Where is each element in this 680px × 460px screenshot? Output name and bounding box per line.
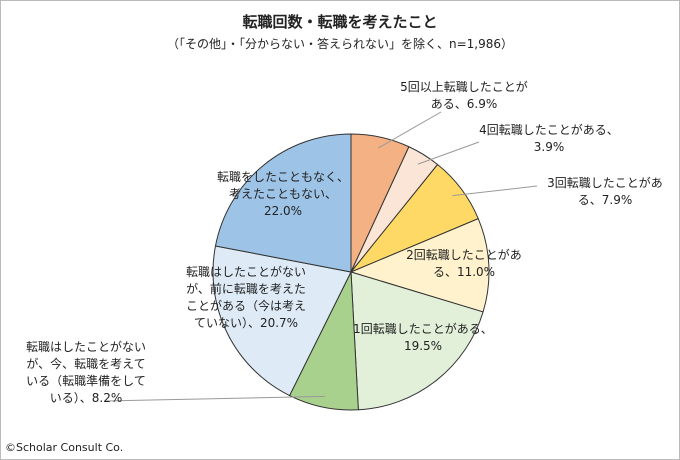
pie-slice — [214, 133, 352, 273]
leader-line — [452, 185, 538, 197]
slice-label: 4回転職したことがある、3.9% — [479, 123, 619, 154]
chart-title: 転職回数・転職を考えたこと — [242, 13, 438, 31]
leader-line — [417, 141, 480, 165]
slice-label: 3回転職したことがある、7.9% — [547, 176, 663, 207]
chart-subtitle: （「その他」・「分からない・答えられない」を除く、n=1,986） — [166, 37, 514, 51]
leader-line — [378, 111, 442, 149]
slice-label: 転職はしたことがないが、今、転職を考えている（転職準備をしている）、8.2% — [25, 340, 146, 405]
copyright: ©Scholar Consult Co. — [5, 441, 124, 454]
slice-label: 2回転職したことがある、11.0% — [406, 248, 522, 279]
slice-label: 1回転職したことがある、19.5% — [353, 322, 493, 353]
slice-label: 転職をしたこともなく、考えたこともない、22.0% — [216, 170, 349, 218]
pie-slice — [350, 271, 484, 411]
slice-label: 5回以上転職したことがある、6.9% — [400, 80, 528, 111]
pie-slice — [349, 217, 490, 313]
pie-slice — [212, 245, 352, 397]
leader-line — [105, 395, 326, 402]
slice-label: 転職はしたことがないが、前に転職を考えたことがある（今は考えていない）、20.7… — [185, 265, 306, 330]
